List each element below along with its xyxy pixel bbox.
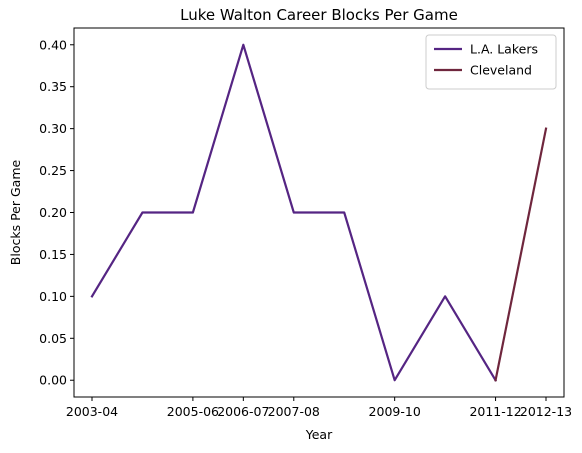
y-tick-label: 0.05	[39, 331, 67, 346]
series-line-1	[92, 45, 496, 380]
chart-title: Luke Walton Career Blocks Per Game	[180, 6, 458, 24]
y-tick-label: 0.10	[39, 289, 67, 304]
y-tick-label: 0.00	[39, 373, 67, 388]
x-tick-label: 2003-04	[66, 404, 118, 419]
y-tick-label: 0.30	[39, 121, 67, 136]
x-tick-label: 2005-06	[167, 404, 219, 419]
y-tick-label: 0.20	[39, 205, 67, 220]
y-axis-label: Blocks Per Game	[8, 159, 23, 265]
legend: L.A. Lakers Cleveland	[426, 35, 556, 89]
x-axis-label: Year	[305, 427, 333, 442]
y-tick-label: 0.25	[39, 163, 67, 178]
x-tick-label: 2011-12	[469, 404, 521, 419]
x-tick-label: 2006-07	[217, 404, 269, 419]
series-line-2	[496, 129, 546, 381]
legend-label: Cleveland	[470, 63, 532, 78]
x-tick-label: 2009-10	[369, 404, 421, 419]
y-tick-label: 0.15	[39, 247, 67, 262]
y-tick-label: 0.35	[39, 79, 67, 94]
x-tick-label: 2012-13	[520, 404, 572, 419]
x-tick-label: 2007-08	[268, 404, 320, 419]
y-tick-label: 0.40	[39, 37, 67, 52]
legend-label: L.A. Lakers	[470, 42, 538, 57]
